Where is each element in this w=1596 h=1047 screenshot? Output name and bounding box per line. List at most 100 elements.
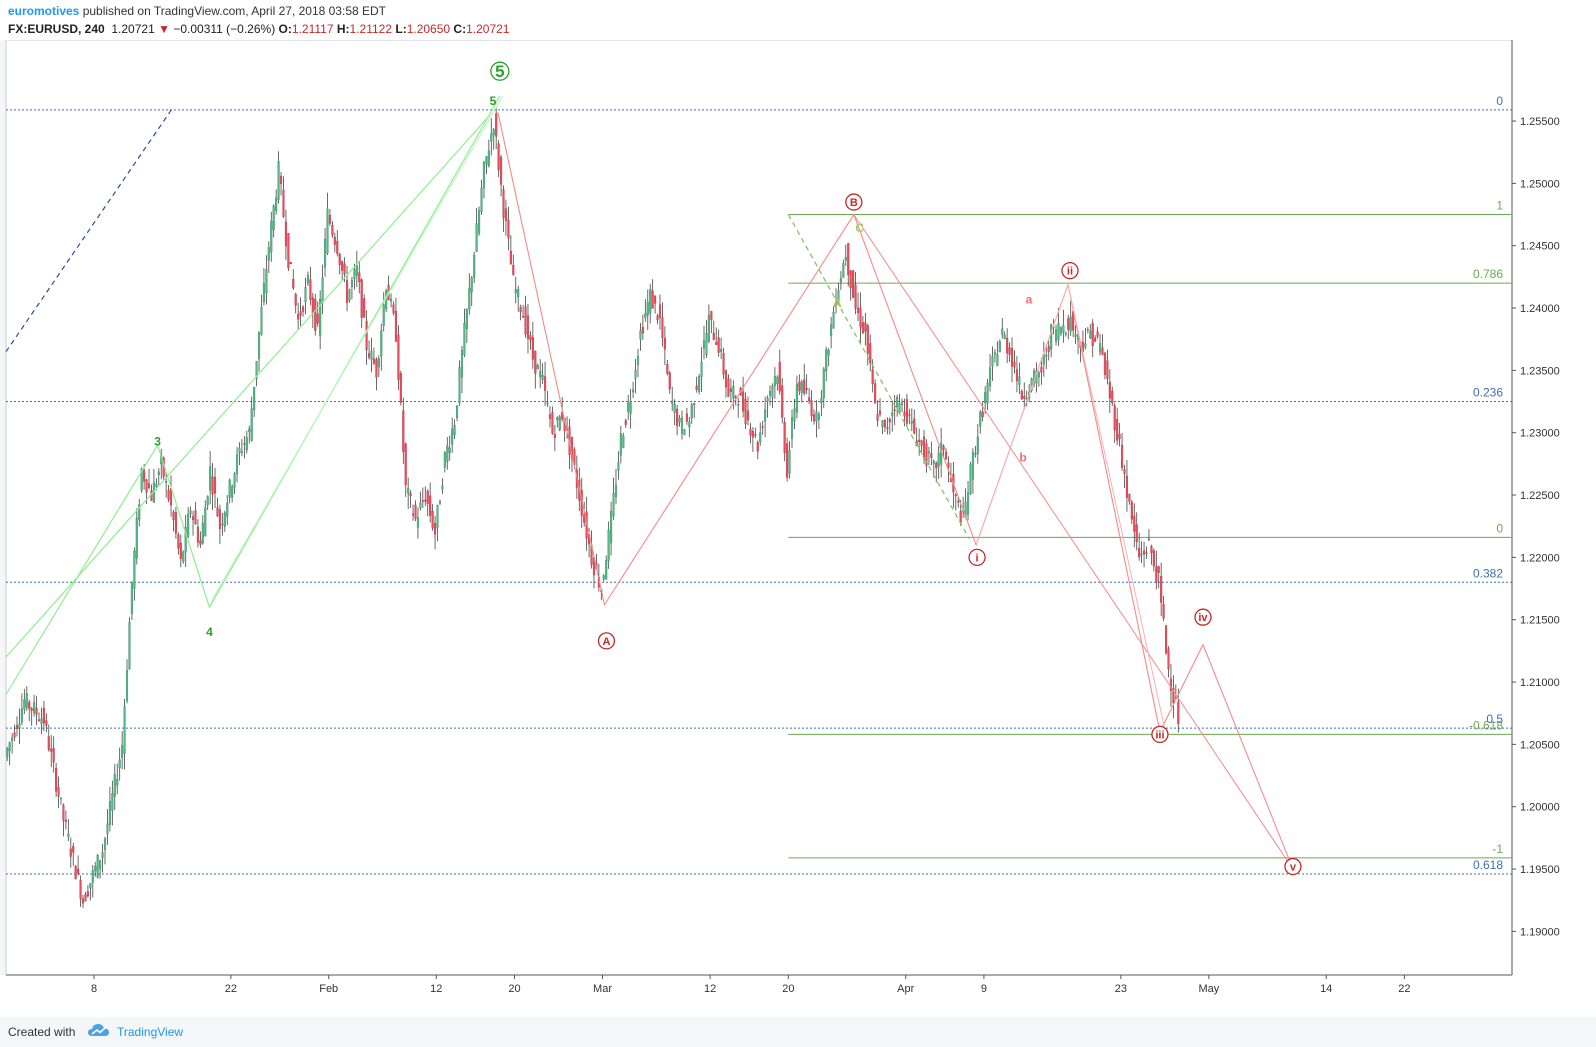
x-tick-label: 23 [1115,983,1127,995]
candle-body [11,737,14,742]
candle-body [522,316,525,318]
wave-label-circle [968,548,986,567]
candle-body [42,707,45,724]
candle-body [888,419,891,423]
wave-label: b [1019,451,1026,465]
y-tick-label: 1.24000 [1520,303,1560,315]
candle-body [1145,552,1148,554]
candle-body [326,208,329,254]
chart-header: euromotives published on TradingView.com… [0,0,1596,40]
wave-label: B [850,197,858,209]
candle-body [206,496,209,506]
candle-body [294,294,297,306]
author-link[interactable]: euromotives [8,4,80,18]
candle-body [436,504,439,528]
candle-body [1003,334,1006,340]
x-tick-label: May [1198,983,1219,995]
candle-body [742,391,745,412]
tradingview-cloud-icon [88,1024,109,1036]
candle-body [534,350,537,374]
wave-label: ii [1067,266,1073,278]
last-price: 1.20721 [111,22,155,36]
candle-body [871,369,874,385]
chart-area[interactable]: 1.25500 1.25000 1.24500 1.24000 1.23500 1.230… [0,39,1596,1040]
candle-body [233,473,236,488]
candle-body [250,408,253,441]
candle-body [363,298,366,318]
candle-body [341,261,344,271]
candle-body [465,309,468,329]
candle-body [693,403,696,405]
candle-body [531,336,534,360]
candle-body [500,156,503,185]
candle-body [30,708,33,711]
wave-label-circle [1151,725,1169,744]
candle-body [874,383,877,404]
x-tick-label: Apr [897,983,914,995]
candle-body [353,269,356,280]
candle-body [333,236,336,245]
price-change: −0.00311 (−0.26%) [173,22,276,36]
candle-body [140,468,143,491]
candle-body [47,736,50,750]
candle-body [416,517,420,528]
candle-body [671,400,674,405]
candle-body [512,265,515,275]
wave-label: iv [1198,612,1208,624]
candle-body [1015,369,1018,382]
price-axis-background [1512,40,1596,975]
candle-body [492,129,495,136]
candle-body [717,337,720,353]
candle-body [673,404,676,413]
wave-channel-line-green [5,114,491,658]
candle-body [460,350,464,378]
candle-body [228,479,231,498]
candle-body [680,417,684,434]
candle-body [619,433,622,456]
x-tick-label: 12 [430,983,442,995]
candle-body [927,451,930,454]
candle-body [773,375,776,386]
fib-level-label: 0.382 [1473,566,1503,580]
candle-body [1177,701,1180,724]
candle-body [392,304,395,314]
candle-body [91,870,94,883]
candle-body [629,401,632,414]
candle-body [756,442,759,452]
candle-body [810,400,813,417]
symbol-label[interactable]: FX:EURUSD, 240 [8,22,105,36]
candle-body [536,365,539,370]
y-tick-label: 1.25000 [1520,178,1560,190]
candle-body [434,523,437,535]
tradingview-link[interactable]: TradingView [117,1025,184,1039]
ohlc-legend: FX:EURUSD, 240 1.20721 ▼ −0.00311 (−0.26… [8,22,509,36]
candle-body [856,307,860,313]
candle-body [507,219,510,239]
candle-body [634,370,637,379]
candle-body [678,417,681,423]
candle-body [944,451,948,460]
candle-body [803,379,806,394]
candle-body [1160,576,1163,603]
candle-body [517,289,520,298]
candle-body [751,431,754,438]
candle-body [942,445,945,451]
candle-body [456,405,459,419]
y-tick-label: 1.19000 [1520,926,1560,938]
candle-body [301,306,305,312]
candle-body [478,210,481,234]
candle-body [475,223,478,252]
wave-label-circle [1061,261,1079,280]
candle-body [852,270,855,298]
candle-body [954,494,957,497]
candle-body [1111,390,1114,404]
candle-body [700,362,703,377]
candle-body [133,550,136,589]
candle-body [62,804,65,821]
price-chart[interactable]: 1.25500 1.25000 1.24500 1.24000 1.23500 1.230… [0,39,1596,1017]
candle-body [319,299,322,337]
candle-body [698,376,701,392]
candle-body [759,432,762,443]
candle-body [235,454,239,475]
candle-body [1165,625,1168,654]
